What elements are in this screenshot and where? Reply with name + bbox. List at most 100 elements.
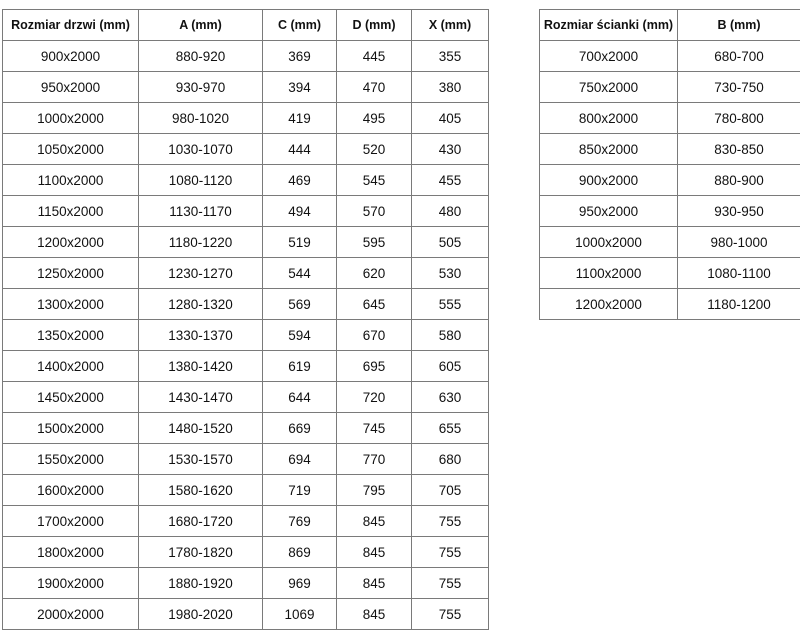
table-cell: 850x2000 <box>539 133 678 165</box>
table-cell: 1280-1320 <box>138 288 263 320</box>
table-cell: 780-800 <box>677 102 800 134</box>
table-cell: 519 <box>262 226 337 258</box>
table-cell: 745 <box>336 412 412 444</box>
table-cell: 1500x2000 <box>2 412 139 444</box>
table-cell: 695 <box>336 350 412 382</box>
table-cell: 1069 <box>262 598 337 630</box>
table-cell: 669 <box>262 412 337 444</box>
column-header: C (mm) <box>262 9 337 41</box>
table-cell: 980-1000 <box>677 226 800 258</box>
table-cell: 1230-1270 <box>138 257 263 289</box>
table-cell: 369 <box>262 40 337 72</box>
table-cell: 1100x2000 <box>539 257 678 289</box>
table-cell: 1680-1720 <box>138 505 263 537</box>
table-cell: 694 <box>262 443 337 475</box>
table-cell: 1100x2000 <box>2 164 139 196</box>
table-cell: 1350x2000 <box>2 319 139 351</box>
column-header: A (mm) <box>138 9 263 41</box>
table-row: 700x2000 680-700 <box>539 40 800 72</box>
door-size-table: Rozmiar drzwi (mm) A (mm) C (mm) D (mm) X (m… <box>2 9 489 630</box>
table-cell: 750x2000 <box>539 71 678 103</box>
column-header: B (mm) <box>677 9 800 41</box>
table-row: 850x2000 830-850 <box>539 133 800 165</box>
table-cell: 1130-1170 <box>138 195 263 227</box>
table-row: 1550x2000 1530-1570 694 770 680 <box>2 443 489 475</box>
table-cell: 1050x2000 <box>2 133 139 165</box>
table-cell: 1400x2000 <box>2 350 139 382</box>
table-cell: 980-1020 <box>138 102 263 134</box>
table-row: 1350x2000 1330-1370 594 670 580 <box>2 319 489 351</box>
table-row: 1450x2000 1430-1470 644 720 630 <box>2 381 489 413</box>
table-cell: 880-900 <box>677 164 800 196</box>
wall-size-table: Rozmiar ścianki (mm) B (mm) 700x2000 680-7… <box>539 9 800 320</box>
table-cell: 1450x2000 <box>2 381 139 413</box>
table-cell: 950x2000 <box>2 71 139 103</box>
table-cell: 520 <box>336 133 412 165</box>
table-cell: 800x2000 <box>539 102 678 134</box>
table-cell: 419 <box>262 102 337 134</box>
table-cell: 1880-1920 <box>138 567 263 599</box>
table-cell: 730-750 <box>677 71 800 103</box>
table-cell: 1200x2000 <box>2 226 139 258</box>
table-row: 1800x2000 1780-1820 869 845 755 <box>2 536 489 568</box>
table-cell: 1080-1100 <box>677 257 800 289</box>
table-cell: 1200x2000 <box>539 288 678 320</box>
table-cell: 544 <box>262 257 337 289</box>
table-cell: 1000x2000 <box>539 226 678 258</box>
table-cell: 1030-1070 <box>138 133 263 165</box>
table-cell: 494 <box>262 195 337 227</box>
table-cell: 594 <box>262 319 337 351</box>
table-cell: 430 <box>411 133 489 165</box>
table-cell: 755 <box>411 536 489 568</box>
column-header: Rozmiar drzwi (mm) <box>2 9 139 41</box>
table-row: 1050x2000 1030-1070 444 520 430 <box>2 133 489 165</box>
table-cell: 845 <box>336 505 412 537</box>
table-cell: 795 <box>336 474 412 506</box>
table-cell: 1900x2000 <box>2 567 139 599</box>
table-cell: 580 <box>411 319 489 351</box>
table-row: 2000x2000 1980-2020 1069 845 755 <box>2 598 489 630</box>
table-cell: 1080-1120 <box>138 164 263 196</box>
table-cell: 1180-1200 <box>677 288 800 320</box>
table-row: 1400x2000 1380-1420 619 695 605 <box>2 350 489 382</box>
table-cell: 845 <box>336 567 412 599</box>
table-cell: 950x2000 <box>539 195 678 227</box>
table-row: 1300x2000 1280-1320 569 645 555 <box>2 288 489 320</box>
table-cell: 1300x2000 <box>2 288 139 320</box>
table-cell: 530 <box>411 257 489 289</box>
table-cell: 770 <box>336 443 412 475</box>
table-cell: 1700x2000 <box>2 505 139 537</box>
table-cell: 1980-2020 <box>138 598 263 630</box>
table-cell: 619 <box>262 350 337 382</box>
table-cell: 630 <box>411 381 489 413</box>
table-cell: 1480-1520 <box>138 412 263 444</box>
column-header: X (mm) <box>411 9 489 41</box>
table-cell: 380 <box>411 71 489 103</box>
table-cell: 755 <box>411 567 489 599</box>
table-row: 900x2000 880-920 369 445 355 <box>2 40 489 72</box>
table-cell: 1600x2000 <box>2 474 139 506</box>
table-cell: 1380-1420 <box>138 350 263 382</box>
table-cell: 505 <box>411 226 489 258</box>
table-cell: 444 <box>262 133 337 165</box>
table-cell: 705 <box>411 474 489 506</box>
table-cell: 969 <box>262 567 337 599</box>
table-cell: 680-700 <box>677 40 800 72</box>
table-cell: 655 <box>411 412 489 444</box>
table-cell: 645 <box>336 288 412 320</box>
table-cell: 930-970 <box>138 71 263 103</box>
table-cell: 605 <box>411 350 489 382</box>
table-cell: 2000x2000 <box>2 598 139 630</box>
table-cell: 845 <box>336 536 412 568</box>
table-cell: 769 <box>262 505 337 537</box>
table-row: 1900x2000 1880-1920 969 845 755 <box>2 567 489 599</box>
table-row: 750x2000 730-750 <box>539 71 800 103</box>
table-cell: 900x2000 <box>2 40 139 72</box>
table-cell: 1530-1570 <box>138 443 263 475</box>
table-cell: 1430-1470 <box>138 381 263 413</box>
table-row: 1250x2000 1230-1270 544 620 530 <box>2 257 489 289</box>
table-cell: 469 <box>262 164 337 196</box>
table-cell: 569 <box>262 288 337 320</box>
table-cell: 644 <box>262 381 337 413</box>
table-row: 1000x2000 980-1020 419 495 405 <box>2 102 489 134</box>
